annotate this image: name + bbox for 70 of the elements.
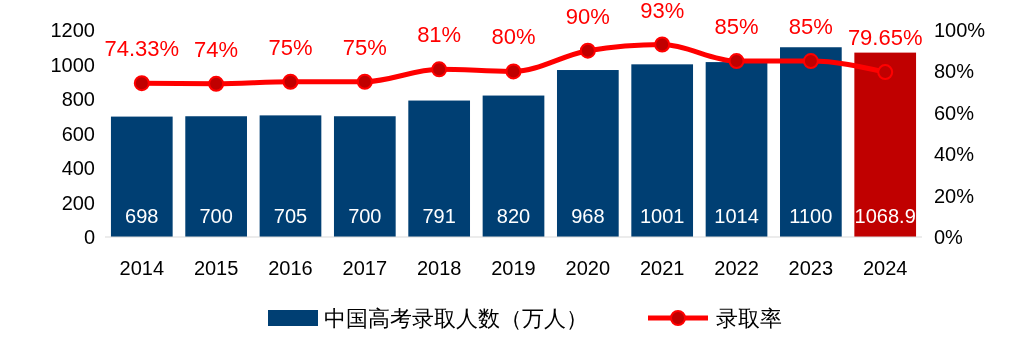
legend-label: 中国高考录取人数（万人） — [324, 306, 588, 331]
bar — [556, 70, 619, 237]
data-label: 700 — [348, 205, 382, 227]
data-label: 700 — [199, 205, 233, 227]
point — [802, 53, 819, 70]
y-tick-label: 400 — [61, 157, 95, 179]
y2-tick-label: 60% — [934, 101, 975, 124]
point — [877, 64, 894, 81]
data-label: 74.33% — [104, 36, 180, 62]
y2-tick-label: 40% — [934, 143, 975, 166]
x-tick-label: 2018 — [416, 257, 462, 279]
y-tick-label: 1200 — [50, 19, 95, 41]
x-tick-label: 2014 — [119, 257, 165, 279]
x-tick-label: 2022 — [714, 257, 759, 279]
x-tick-label: 2015 — [193, 257, 239, 279]
y2-tick-label: 0% — [934, 226, 964, 248]
data-label: 81% — [417, 22, 462, 48]
data-label: 968 — [571, 205, 605, 227]
point — [208, 75, 225, 92]
data-label: 705 — [273, 205, 308, 227]
point — [133, 75, 150, 92]
point — [654, 36, 671, 53]
bar — [854, 52, 917, 237]
data-label: 1001 — [639, 205, 685, 227]
data-label: 74% — [194, 36, 239, 62]
bar — [185, 116, 247, 237]
bar — [259, 115, 322, 237]
data-label: 75% — [268, 34, 313, 60]
y-tick-label: 600 — [61, 122, 95, 145]
bar — [631, 64, 694, 237]
data-label: 80% — [491, 24, 536, 50]
bar — [780, 47, 842, 237]
point — [728, 53, 745, 70]
bar — [482, 95, 545, 237]
data-label: 85% — [788, 14, 833, 40]
bar — [333, 116, 396, 237]
data-label: 698 — [125, 205, 159, 227]
data-label: 75% — [342, 34, 387, 60]
y2-tick-label: 20% — [934, 184, 975, 207]
y-tick-label: 0 — [83, 226, 95, 248]
x-tick-label: 2023 — [788, 257, 834, 279]
point — [431, 61, 448, 78]
data-label: 791 — [422, 205, 456, 227]
point — [282, 73, 299, 90]
point — [505, 63, 522, 80]
y-tick-label: 800 — [61, 88, 95, 110]
x-tick-label: 2024 — [862, 257, 908, 279]
x-tick-label: 2017 — [342, 257, 388, 279]
data-label: 90% — [565, 3, 610, 29]
data-label: 1100 — [789, 205, 833, 227]
bar — [705, 62, 768, 237]
x-tick-label: 2016 — [268, 257, 313, 279]
point — [356, 73, 373, 90]
bar — [408, 100, 471, 237]
x-tick-label: 2020 — [565, 257, 611, 279]
legend-label: 录取率 — [716, 306, 782, 331]
point — [579, 42, 596, 59]
x-tick-label: 2019 — [491, 257, 536, 279]
bar — [110, 116, 173, 237]
data-label: 1014 — [714, 205, 759, 227]
y-tick-label: 1000 — [50, 53, 95, 76]
data-label: 85% — [714, 14, 759, 40]
data-label: 79.65% — [847, 25, 923, 51]
y-tick-label: 200 — [61, 191, 95, 214]
data-label: 820 — [496, 205, 531, 227]
y2-tick-label: 100% — [934, 19, 986, 41]
data-label: 93% — [640, 0, 685, 23]
x-tick-label: 2021 — [639, 257, 685, 279]
data-label: 1068.9 — [854, 205, 916, 227]
y2-tick-label: 80% — [934, 60, 975, 83]
